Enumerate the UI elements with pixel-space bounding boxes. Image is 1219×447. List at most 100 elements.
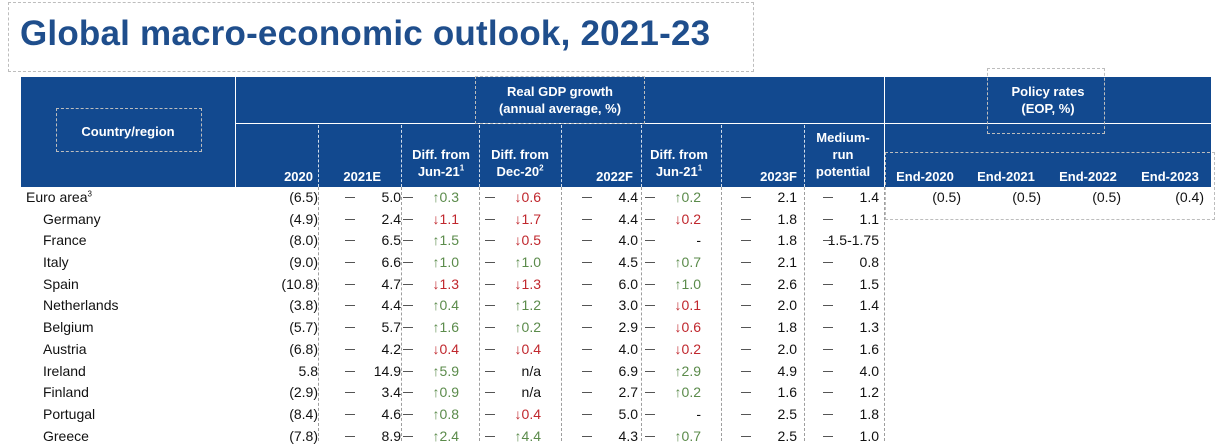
gridline-tick [403,435,413,437]
table-row: Austria (6.8) 4.2 ↓0.4 ↓0.4 4.0 ↓0.2 2.0 1.6 [21,339,1211,361]
cell-y2022: 2.9 [618,319,638,336]
gridline-tick [485,305,495,307]
cell-y2022: 4.0 [618,232,638,249]
table-body: Euro area3 (6.5) 5.0 ↑0.3 ↓0.6 4.4 ↑0.2 2.1 1.4 (… [21,187,1211,447]
gridline-tick [582,413,592,415]
gridline-tick [403,283,413,285]
cell-y2020: (10.8) [281,275,318,292]
cell-y2021: 14.9 [373,362,401,379]
cell-d2: ↓0.5 [514,232,541,249]
header-col-end-2021: End-2021 [977,169,1035,184]
gridline-tick [582,392,592,394]
cell-d2: ↑0.2 [514,319,541,336]
gridline-tick [403,392,413,394]
gridline-tick [403,197,413,198]
cell-d3: ↑0.7 [674,254,701,271]
cell-y2022: 4.5 [618,254,638,271]
gridline-tick [345,327,355,329]
cell-y2021: 3.4 [381,384,401,401]
gridline-tick [403,370,413,372]
cell-d2: ↓0.6 [514,189,541,205]
gridline-tick [823,370,833,372]
gridline-tick [741,240,751,242]
gridline-tick [485,240,495,242]
gridline-tick [645,218,655,220]
gridline-tick [823,262,833,264]
cell-y2020: (4.9) [289,210,318,227]
header-col-2020: 2020 [284,169,313,184]
header-col-diff-jun21-2: Diff. from Jun-211 [650,147,708,179]
table-row: Ireland 5.8 14.9 ↑5.9 n/a 6.9 ↑2.9 4.9 4.0 [21,361,1211,383]
cell-y2020: (2.9) [289,384,318,401]
cell-y2020: (9.0) [289,254,318,271]
cell-y2022: 4.4 [618,210,638,227]
gridline-tick [741,370,751,372]
cell-d3: ↑0.7 [674,427,701,444]
cell-d2: ↑4.4 [514,427,541,444]
header-gdp-underline [235,123,885,124]
cell-y2021: 8.9 [381,427,401,444]
header-gdp-group: Real GDP growth (annual average, %) [498,84,622,116]
cell-d2: ↓0.4 [514,340,541,357]
table-row: Italy (9.0) 6.6 ↑1.0 ↑1.0 4.5 ↑0.7 2.1 0.8 [21,252,1211,274]
gridline-tick [741,392,751,394]
gridline-tick [823,392,833,394]
header-col-end-2023: End-2023 [1141,169,1199,184]
header-divider [235,77,236,187]
gridline-tick [485,348,495,350]
gridline-tick [403,348,413,350]
header-policy-underline [885,123,1211,124]
table-row: Greece (7.8) 8.9 ↑2.4 ↑4.4 4.3 ↑0.7 2.5 1.0 [21,426,1211,447]
cell-y2023: 1.6 [777,384,797,401]
cell-y2022: 4.3 [618,427,638,444]
cell-d3: - [696,232,701,249]
cell-d2: n/a [521,384,541,401]
cell-d3: ↑2.9 [674,362,701,379]
gridline-tick [485,283,495,285]
cell-mrp: 1.1 [859,210,879,227]
table-row: Finland (2.9) 3.4 ↑0.9 n/a 2.7 ↑0.2 1.6 1.2 [21,382,1211,404]
cell-d1: ↑0.4 [432,297,459,314]
gridline-tick [485,197,495,198]
header-col-2022f: 2022F [596,169,633,184]
gridline-tick [485,262,495,264]
cell-d1: ↓0.4 [432,340,459,357]
cell-y2022: 6.9 [618,362,638,379]
gridline-tick [345,370,355,372]
cell-d3: ↓0.6 [674,319,701,336]
header-col-end-2022: End-2022 [1059,169,1117,184]
cell-d1: ↑1.5 [432,232,459,249]
gridline-tick [485,413,495,415]
gridline-tick [345,348,355,350]
gridline-tick [345,392,355,394]
gridline-tick [645,413,655,415]
gridline-tick [823,413,833,415]
cell-mrp: 1.5 [859,275,879,292]
gridline-tick [823,197,833,198]
cell-y2020: (8.4) [289,405,318,422]
cell-p2023: (0.4) [1175,189,1204,205]
gridline-tick [485,435,495,437]
cell-y2022: 2.7 [618,384,638,401]
cell-d1: ↑0.3 [432,189,459,205]
cell-mrp: 1.3 [859,319,879,336]
gridline-tick [403,305,413,307]
cell-y2022: 3.0 [618,297,638,314]
cell-d2: n/a [521,362,541,379]
gridline-tick [582,218,592,220]
gridline-tick [582,327,592,329]
row-country-name: Italy [43,254,69,271]
table-row: Germany (4.9) 2.4 ↓1.1 ↓1.7 4.4 ↓0.2 1.8 1.1 [21,209,1211,231]
gridline-tick [823,240,833,242]
row-country-name: Euro area3 [26,189,92,205]
gridline-tick [582,305,592,307]
gridline-tick [741,305,751,307]
gridline-tick [741,197,751,198]
cell-mrp: 1.4 [859,297,879,314]
cell-d1: ↑1.6 [432,319,459,336]
gridline-tick [645,348,655,350]
gridline-tick [345,435,355,437]
header-col-diff-dec20: Diff. from Dec-202 [491,147,549,179]
gridline-tick [345,262,355,264]
gridline-tick [645,197,655,198]
